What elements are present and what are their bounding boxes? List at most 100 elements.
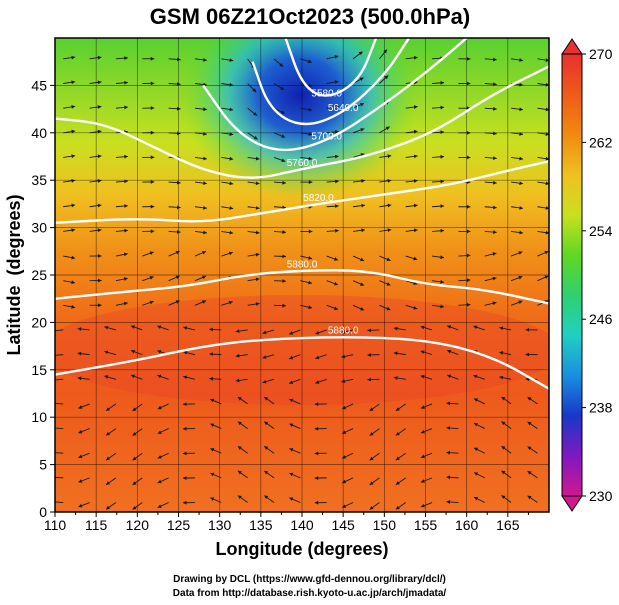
wind-arrowhead [447,325,452,329]
wind-arrowhead [334,306,338,311]
wind-arrowhead [202,300,207,304]
wind-arrowhead [289,497,294,501]
wind-arrowhead [229,181,234,186]
x-tick-label: 115 [85,517,108,533]
y-tick-label: 45 [31,77,47,93]
wind-arrowhead [262,379,267,384]
wind-arrowhead [182,402,187,407]
wind-arrowhead [493,230,497,234]
wind-arrowhead [518,251,523,255]
wind-arrowhead [360,282,365,286]
wind-arrowhead [360,102,365,107]
wind-arrowhead [466,253,471,258]
wind-arrowhead [78,454,83,459]
wind-vector [55,476,64,479]
wind-arrowhead [308,107,313,112]
wind-arrowhead [420,350,425,354]
wind-arrowhead [71,80,76,85]
wind-arrowhead [335,204,339,209]
y-axis-title: Latitude (degrees) [4,194,24,355]
x-tick-label: 135 [249,517,273,533]
wind-arrowhead [203,156,207,161]
x-tick-label: 120 [126,517,150,533]
colorbar-body [561,53,583,497]
wind-arrowhead [360,306,365,311]
wind-arrowhead [253,135,258,140]
wind-arrowhead [501,446,506,450]
wind-arrowhead [132,432,137,436]
wind-arrowhead [210,497,215,501]
wind-arrowhead [183,350,188,355]
wind-arrowhead [203,131,207,136]
wind-arrowhead [289,380,294,385]
wind-arrowhead [176,230,181,234]
wind-arrowhead [466,278,471,283]
colorbar: 230 238 246 254 262 270 [561,38,613,512]
wind-arrowhead [282,254,286,259]
wind-arrowhead [237,396,242,401]
wind-arrowhead [369,505,374,510]
wind-arrowhead [545,156,549,161]
wind-arrowhead [183,326,188,330]
wind-arrowhead [229,82,234,87]
wind-arrowhead [519,181,524,186]
wind-arrowhead [98,303,102,308]
wind-arrowhead [264,470,269,475]
wind-arrowhead [341,379,346,383]
contour-label: 5640.0 [328,103,359,114]
wind-arrowhead [229,206,234,210]
wind-arrowhead [182,476,187,480]
wind-arrowhead [264,396,269,401]
wind-arrowhead [395,481,400,485]
wind-arrowhead [123,301,128,306]
wind-arrowhead [386,306,391,311]
wind-arrowhead [229,132,234,136]
wind-arrowhead [149,300,154,305]
wind-arrowhead [314,426,319,431]
colorbar-tick-label: 262 [589,134,613,150]
wind-arrowhead [519,132,524,136]
wind-arrowhead [413,203,418,208]
wind-arrowhead [203,57,207,62]
wind-arrowhead [361,228,365,233]
wind-arrowhead [466,56,471,61]
wind-arrowhead [157,430,162,434]
wind-arrowhead [420,454,425,459]
contour-line [55,336,549,390]
x-tick-label: 145 [331,517,355,533]
wind-arrowhead [255,302,260,306]
wind-arrowhead [386,257,391,262]
wind-arrowhead [71,129,76,134]
wind-arrowhead [367,328,371,333]
wind-arrowhead [420,325,425,330]
wind-arrowhead [97,55,102,60]
wind-arrowhead [360,257,365,262]
wind-arrowhead [281,158,286,163]
wind-arrowhead [334,257,338,261]
wind-arrowhead [150,56,155,61]
wind-arrowhead [176,180,181,185]
wind-arrowhead [440,154,445,159]
wind-arrowhead [132,407,137,411]
wind-arrowhead [282,205,286,210]
wind-arrowhead [106,481,111,485]
wind-arrowhead [124,204,128,208]
plot-area: 5880.0 5880.0 5820.0 5760.0 5700.0 5640.0 5580… [55,38,549,512]
wind-arrowhead [527,446,532,451]
wind-arrowhead [359,77,364,82]
wind-arrowhead [123,252,128,257]
wind-arrowhead [525,377,530,382]
wind-arrowhead [289,423,294,427]
wind-arrowhead [71,178,76,183]
wind-arrowhead [71,228,76,233]
wind-arrowhead [237,495,242,500]
wind-arrowhead [367,377,371,382]
wind-arrowhead [203,107,207,112]
wind-arrowhead [341,354,346,359]
wind-arrowhead [229,58,234,63]
wind-arrowhead [466,204,471,209]
wind-arrowhead [369,407,374,411]
wind-arrowhead [78,479,83,483]
wind-arrowhead [209,352,213,357]
wind-arrowhead [203,230,207,235]
